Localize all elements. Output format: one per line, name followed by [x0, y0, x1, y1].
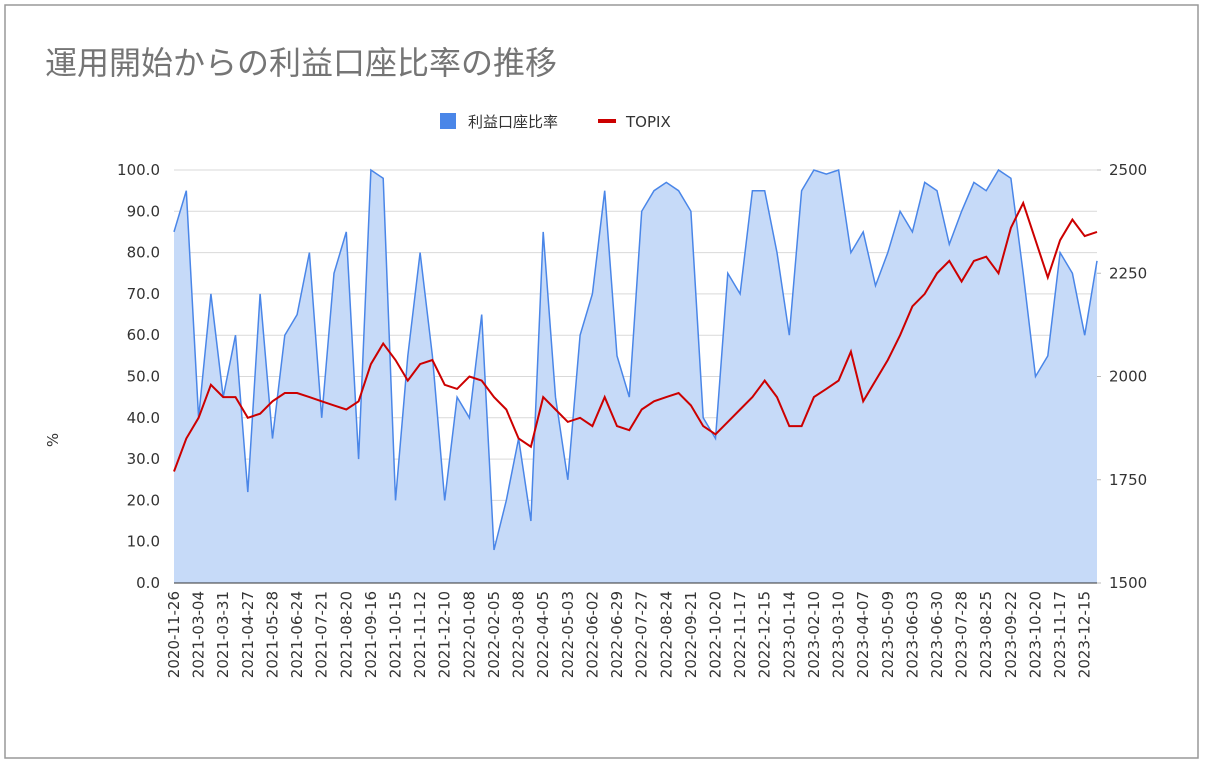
y-tick-label: 80.0 [127, 244, 160, 262]
x-tick-label: 2023-06-30 [928, 591, 946, 678]
x-tick-label: 2022-10-20 [706, 591, 724, 678]
legend-swatch [598, 119, 617, 123]
legend-label: TOPIX [625, 113, 671, 131]
x-tick-label: 2021-06-24 [288, 591, 306, 678]
x-tick-label: 2023-01-14 [780, 591, 798, 678]
y-tick-label: 70.0 [127, 285, 160, 303]
x-tick-label: 2023-09-22 [1002, 591, 1020, 678]
x-tick-label: 2022-12-15 [756, 591, 774, 678]
x-tick-label: 2021-08-20 [337, 591, 355, 678]
x-tick-label: 2022-02-05 [485, 591, 503, 678]
x-tick-label: 2022-11-17 [731, 591, 749, 678]
y2-tick-label: 2000 [1109, 368, 1147, 386]
x-tick-label: 2021-04-27 [239, 591, 257, 678]
y2-tick-label: 1750 [1109, 471, 1147, 489]
x-tick-label: 2021-03-31 [214, 591, 232, 678]
x-tick-label: 2021-03-04 [190, 591, 208, 678]
y-axis-label: % [44, 433, 62, 447]
x-tick-label: 2023-04-07 [854, 591, 872, 678]
y2-tick-label: 2500 [1109, 161, 1147, 179]
y-tick-label: 30.0 [127, 450, 160, 468]
x-tick-label: 2022-04-05 [534, 591, 552, 678]
y2-tick-label: 2250 [1109, 264, 1147, 282]
x-tick-label: 2023-11-17 [1051, 591, 1069, 678]
x-tick-label: 2023-08-25 [977, 591, 995, 678]
x-tick-label: 2022-05-03 [559, 591, 577, 678]
y-tick-label: 60.0 [127, 326, 160, 344]
x-tick-label: 2021-11-12 [411, 591, 429, 678]
x-tick-label: 2023-05-09 [879, 591, 897, 678]
legend-label: 利益口座比率 [468, 113, 558, 131]
x-tick-label: 2023-10-20 [1026, 591, 1044, 678]
x-tick-label: 2020-11-26 [165, 591, 183, 678]
legend-swatch [440, 113, 456, 129]
x-tick-label: 2022-08-24 [657, 591, 675, 678]
x-tick-label: 2021-10-15 [387, 591, 405, 678]
x-tick-label: 2022-06-02 [583, 591, 601, 678]
y-tick-label: 50.0 [127, 368, 160, 386]
y-tick-label: 10.0 [127, 533, 160, 551]
y-tick-label: 40.0 [127, 409, 160, 427]
y-tick-label: 0.0 [136, 574, 160, 592]
area [174, 170, 1097, 583]
x-tick-label: 2023-06-03 [903, 591, 921, 678]
y-tick-label: 90.0 [127, 202, 160, 220]
x-tick-label: 2023-03-10 [830, 591, 848, 678]
x-tick-label: 2022-06-29 [608, 591, 626, 678]
x-tick-label: 2023-02-10 [805, 591, 823, 678]
x-tick-label: 2021-12-10 [436, 591, 454, 678]
chart-title: 運用開始からの利益口座比率の推移 [45, 44, 557, 82]
area-line [173, 168, 1098, 551]
x-tick-label: 2021-05-28 [263, 591, 281, 678]
x-tick-label: 2022-03-08 [510, 591, 528, 678]
y-tick-label: 100.0 [117, 161, 160, 179]
x-tick-label: 2023-07-28 [953, 591, 971, 678]
y-tick-label: 20.0 [127, 491, 160, 509]
x-tick-label: 2022-09-21 [682, 591, 700, 678]
line [173, 200, 1098, 472]
x-tick-label: 2022-01-08 [460, 591, 478, 678]
x-tick-label: 2021-09-16 [362, 591, 380, 678]
x-tick-label: 2023-12-15 [1076, 591, 1094, 678]
x-tick-label: 2021-07-21 [313, 591, 331, 678]
x-tick-label: 2022-07-27 [633, 591, 651, 678]
y2-tick-label: 1500 [1109, 574, 1147, 592]
